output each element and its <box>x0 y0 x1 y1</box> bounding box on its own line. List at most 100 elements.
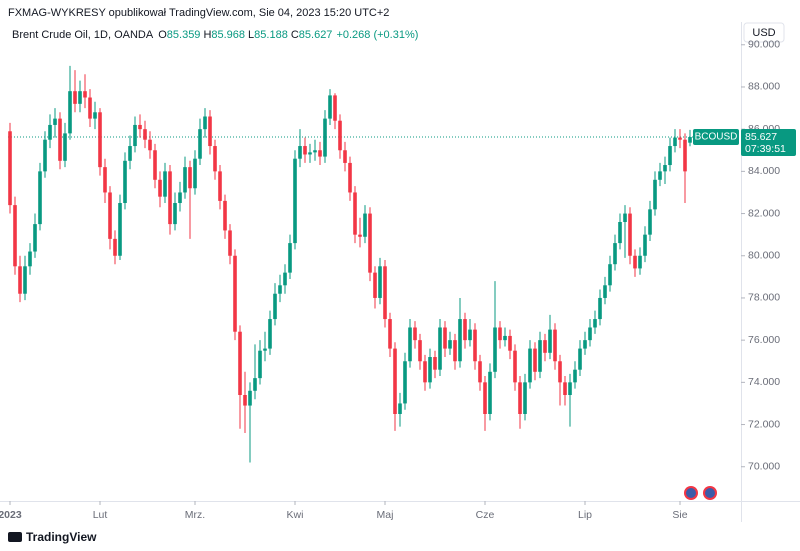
x-tick-label: Maj <box>377 509 394 521</box>
candle-body <box>423 361 427 383</box>
candle-body <box>178 192 182 204</box>
candle-body <box>93 112 97 119</box>
candle-body <box>353 192 357 235</box>
candle-body <box>433 357 437 370</box>
candle-body <box>618 221 622 244</box>
legend-value: 85.359 <box>167 29 201 41</box>
candle-body <box>363 213 367 237</box>
candle-body <box>558 361 562 383</box>
candle-body <box>538 340 542 372</box>
candle-body <box>343 150 347 163</box>
candle-body <box>138 124 142 130</box>
legend-key: L <box>248 29 254 41</box>
countdown-label: 07:39:51 <box>745 143 786 155</box>
candle-body <box>408 327 412 362</box>
candle-body <box>278 285 282 294</box>
candle-body <box>313 150 317 153</box>
candle-body <box>388 319 392 349</box>
logo <box>8 532 22 542</box>
x-tick-label: Kwi <box>287 509 304 521</box>
last-price-label: 85.627 <box>745 131 777 143</box>
candle-body <box>688 137 692 143</box>
x-tick-label: Sie <box>672 509 687 521</box>
candle-body <box>668 146 672 166</box>
candle-body <box>8 131 12 206</box>
candle-body <box>378 266 382 298</box>
candle-body <box>198 129 202 159</box>
candle-body <box>403 361 407 404</box>
candle-body <box>368 213 372 273</box>
candle-body <box>683 139 687 172</box>
legend-value: 85.627 <box>299 29 333 41</box>
candle-body <box>63 133 67 161</box>
candle-body <box>253 378 257 391</box>
candle-body <box>498 327 502 341</box>
y-tick-label: 78.000 <box>748 292 780 304</box>
candle-body <box>318 150 322 157</box>
candle-body <box>223 200 227 231</box>
candle-body <box>628 213 632 256</box>
footer: TradingView <box>26 530 97 544</box>
candle-body <box>548 329 552 353</box>
candle-body <box>68 91 72 134</box>
candle-body <box>418 340 422 362</box>
candle-body <box>568 382 572 396</box>
candle-body <box>358 234 362 237</box>
y-tick-label: 84.000 <box>748 165 780 177</box>
candle-body <box>658 171 662 180</box>
candle-body <box>43 139 47 172</box>
candle-body <box>248 390 252 406</box>
candle-body <box>18 266 22 294</box>
y-tick-label: 82.000 <box>748 207 780 219</box>
candle-body <box>678 137 682 140</box>
candle-body <box>148 139 152 151</box>
candle-body <box>648 209 652 235</box>
currency-box[interactable] <box>743 22 785 43</box>
candle-body <box>528 348 532 383</box>
candle-body <box>473 329 477 362</box>
x-tick-label: Lip <box>578 509 592 521</box>
candle-body <box>398 403 402 414</box>
candle-body <box>613 243 617 265</box>
candle-body <box>88 97 92 119</box>
candle-body <box>58 118 62 161</box>
candle-body <box>98 112 102 168</box>
candle-body <box>73 91 77 104</box>
candle-body <box>153 150 157 180</box>
candle-body <box>298 146 302 159</box>
candle-body <box>543 340 547 353</box>
candle-body <box>233 255 237 332</box>
x-tick-label: Mrz. <box>185 509 205 521</box>
candle-body <box>38 171 42 225</box>
candle-body <box>23 266 27 294</box>
candle-body <box>383 266 387 320</box>
header: FXMAG-WYKRESY opublikował TradingView.co… <box>8 7 389 19</box>
y-tick-label: 72.000 <box>748 418 780 430</box>
legend-change: +0.268 (+0.31%) <box>336 29 418 41</box>
candle-body <box>78 91 82 104</box>
y-tick-label: 88.000 <box>748 81 780 93</box>
candle-body <box>338 120 342 151</box>
candle-body <box>563 382 567 396</box>
candle-body <box>188 167 192 189</box>
candle-body <box>633 255 637 269</box>
candle-body <box>638 255 642 269</box>
legend-title: Brent Crude Oil, 1D, OANDA <box>12 29 154 41</box>
legend-value: 85.188 <box>254 29 288 41</box>
candle-body <box>123 160 127 204</box>
candle-body <box>463 319 467 341</box>
candle-body <box>623 213 627 222</box>
candle-body <box>213 146 217 172</box>
candle-body <box>273 293 277 320</box>
candle-body <box>438 327 442 370</box>
candle-body <box>13 205 17 267</box>
candle-body <box>553 329 557 362</box>
x-tick-label: Cze <box>476 509 495 521</box>
candle-body <box>493 327 497 372</box>
candle-body <box>108 192 112 239</box>
candle-body <box>643 234 647 256</box>
candle-body <box>373 272 377 298</box>
candle-body <box>163 171 167 197</box>
candle-body <box>208 116 212 147</box>
